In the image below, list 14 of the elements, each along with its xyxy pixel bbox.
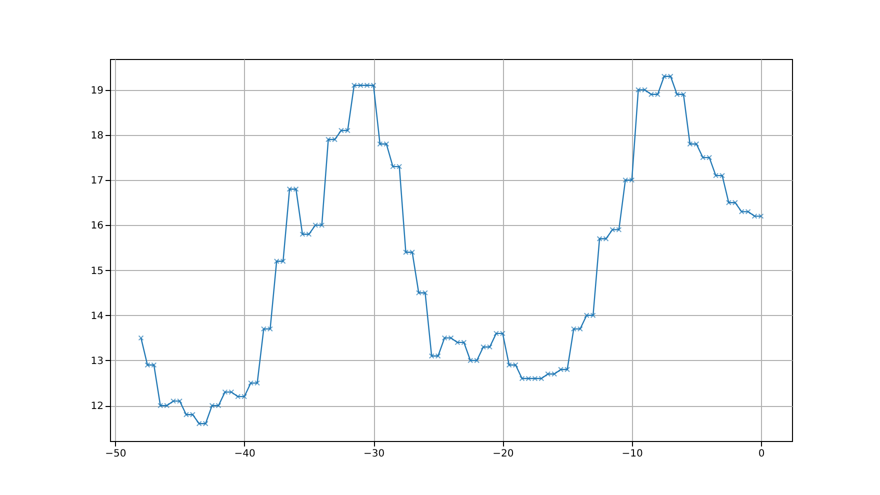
y-tick-label: 13 (90, 356, 104, 367)
y-tick-label: 16 (90, 220, 104, 232)
x-tick-label: 0 (758, 448, 765, 460)
y-tick-label: 14 (90, 310, 104, 322)
x-tick-label: −20 (492, 448, 514, 460)
y-tick-label: 18 (90, 130, 104, 142)
y-tick-label: 17 (90, 176, 104, 187)
x-tick-label: −30 (363, 448, 385, 460)
y-tick-label: 19 (90, 85, 104, 96)
x-tick-label: −50 (105, 448, 126, 460)
y-tick-label: 12 (90, 401, 104, 412)
x-tick-label: −40 (234, 448, 256, 460)
y-tick-label: 15 (90, 266, 104, 277)
x-tick-label: −10 (622, 448, 643, 460)
